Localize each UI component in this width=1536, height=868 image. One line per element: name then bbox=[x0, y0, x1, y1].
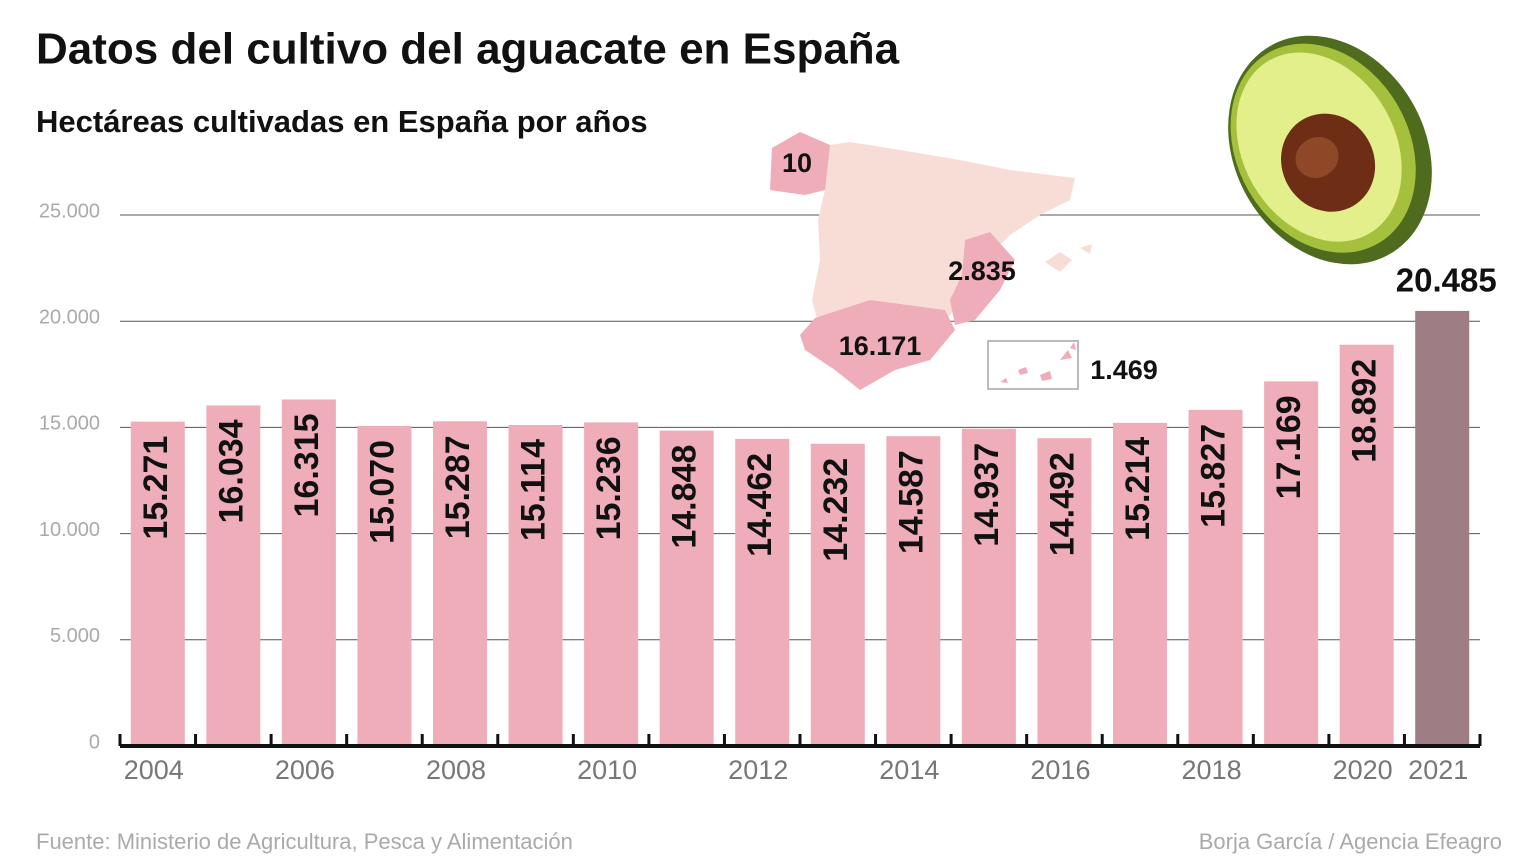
y-tick-label: 5.000 bbox=[50, 625, 100, 647]
bar bbox=[1415, 310, 1470, 746]
bar bbox=[281, 399, 336, 746]
y-tick-label: 0 bbox=[89, 731, 100, 753]
map-label: 16.171 bbox=[839, 331, 922, 361]
bar bbox=[1339, 344, 1394, 746]
bar bbox=[886, 436, 941, 746]
map-spain bbox=[770, 132, 1075, 350]
credit: Borja García / Agencia Efeagro bbox=[1199, 829, 1502, 854]
map-label: 1.469 bbox=[1090, 355, 1158, 385]
bar bbox=[961, 428, 1016, 746]
value-label: 17.169 bbox=[1270, 395, 1308, 499]
map-label: 2.835 bbox=[948, 256, 1016, 286]
plot: 15.271 2004 16.034 16.315 2006 15.070 15.287 20… bbox=[118, 262, 1497, 785]
value-label: 15.827 bbox=[1195, 424, 1233, 528]
x-tick-label: 2018 bbox=[1182, 755, 1242, 785]
x-tick-label: 2014 bbox=[879, 755, 939, 785]
bar bbox=[130, 421, 185, 746]
bar bbox=[584, 422, 639, 746]
value-label: 15.114 bbox=[515, 439, 553, 541]
map-andalucia bbox=[800, 300, 955, 390]
bar bbox=[1264, 381, 1319, 746]
bar bbox=[1188, 409, 1243, 746]
value-label: 15.287 bbox=[439, 435, 477, 539]
map-baleares bbox=[1045, 244, 1092, 272]
value-label: 15.271 bbox=[137, 436, 175, 540]
bar bbox=[735, 438, 790, 746]
value-label: 15.214 bbox=[1119, 437, 1157, 541]
value-label: 20.485 bbox=[1396, 262, 1497, 299]
bar bbox=[1113, 422, 1167, 746]
grid: 0 5.000 10.000 15.000 20.000 25.000 bbox=[39, 200, 1480, 753]
bar bbox=[508, 424, 563, 746]
x-tick-label: 2021 bbox=[1408, 755, 1468, 785]
x-tick-label: 2010 bbox=[577, 755, 637, 785]
chart-title: Datos del cultivo del aguacate en España bbox=[36, 25, 900, 74]
y-tick-label: 10.000 bbox=[39, 519, 100, 541]
bar bbox=[810, 443, 865, 746]
value-label: 15.070 bbox=[363, 440, 401, 544]
x-tick-label: 2012 bbox=[728, 755, 788, 785]
map-galicia bbox=[770, 132, 830, 195]
x-tick-label: 2006 bbox=[275, 755, 335, 785]
chart-subtitle: Hectáreas cultivadas en España por años bbox=[36, 104, 648, 139]
value-label: 14.462 bbox=[741, 453, 779, 557]
y-tick-label: 15.000 bbox=[39, 413, 100, 435]
value-label: 16.315 bbox=[288, 413, 326, 517]
map-label: 10 bbox=[782, 148, 812, 178]
value-label: 14.232 bbox=[817, 458, 855, 562]
value-label: 14.848 bbox=[666, 445, 704, 549]
value-label: 14.587 bbox=[892, 450, 930, 554]
bar bbox=[659, 430, 714, 746]
value-label: 15.236 bbox=[590, 436, 628, 540]
value-label: 14.937 bbox=[968, 443, 1006, 547]
y-tick-label: 25.000 bbox=[39, 200, 100, 222]
y-tick-label: 20.000 bbox=[39, 306, 100, 328]
map: 10 2.835 16.171 1.469 bbox=[770, 132, 1158, 390]
x-tick-label: 2016 bbox=[1030, 755, 1090, 785]
bar bbox=[1037, 438, 1092, 746]
x-tick-label: 2020 bbox=[1333, 755, 1393, 785]
bar bbox=[433, 421, 487, 746]
x-tick-label: 2008 bbox=[426, 755, 486, 785]
map-valencia bbox=[950, 232, 1015, 325]
x-tick-label: 2004 bbox=[124, 755, 184, 785]
source: Fuente: Ministerio de Agricultura, Pesca… bbox=[36, 829, 573, 854]
avocado bbox=[1228, 35, 1432, 265]
bar bbox=[206, 405, 261, 746]
bar bbox=[357, 425, 412, 746]
value-label: 14.492 bbox=[1043, 452, 1081, 556]
value-label: 16.034 bbox=[212, 419, 250, 523]
value-label: 18.892 bbox=[1346, 359, 1384, 463]
